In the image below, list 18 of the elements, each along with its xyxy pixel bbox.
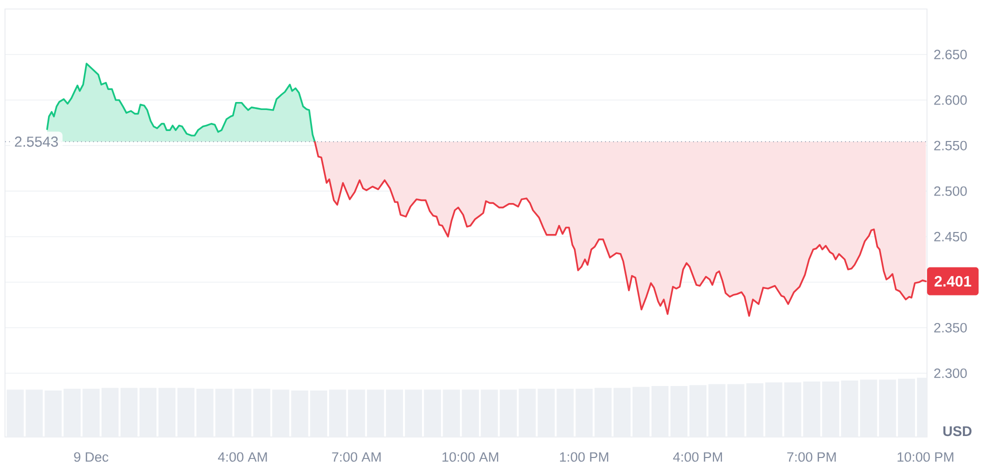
x-tick-label: 10:00 PM bbox=[898, 452, 954, 462]
x-tick-label: 7:00 PM bbox=[787, 452, 836, 462]
y-tick-label: 2.450 bbox=[934, 232, 967, 242]
y-tick-label: 2.650 bbox=[934, 50, 967, 60]
y-tick-label: 2.550 bbox=[934, 140, 967, 150]
x-tick-label: 10:00 AM bbox=[442, 452, 498, 462]
x-tick-label: 4:00 AM bbox=[218, 452, 267, 462]
ref-line-label: 2.5543 bbox=[14, 136, 58, 147]
y-tick-label: 2.500 bbox=[934, 186, 967, 196]
x-tick-label: 7:00 AM bbox=[332, 452, 381, 462]
y-tick-label: 2.300 bbox=[934, 368, 967, 378]
x-tick-label: 4:00 PM bbox=[673, 452, 722, 462]
y-tick-label: 2.600 bbox=[934, 95, 967, 105]
y-tick-label: 2.350 bbox=[934, 322, 967, 332]
y-axis-title: USD bbox=[943, 426, 972, 436]
x-tick-label: 1:00 PM bbox=[560, 452, 608, 462]
data-label: 2.401 bbox=[934, 276, 972, 287]
x-tick-label: 9 Dec bbox=[74, 452, 108, 462]
